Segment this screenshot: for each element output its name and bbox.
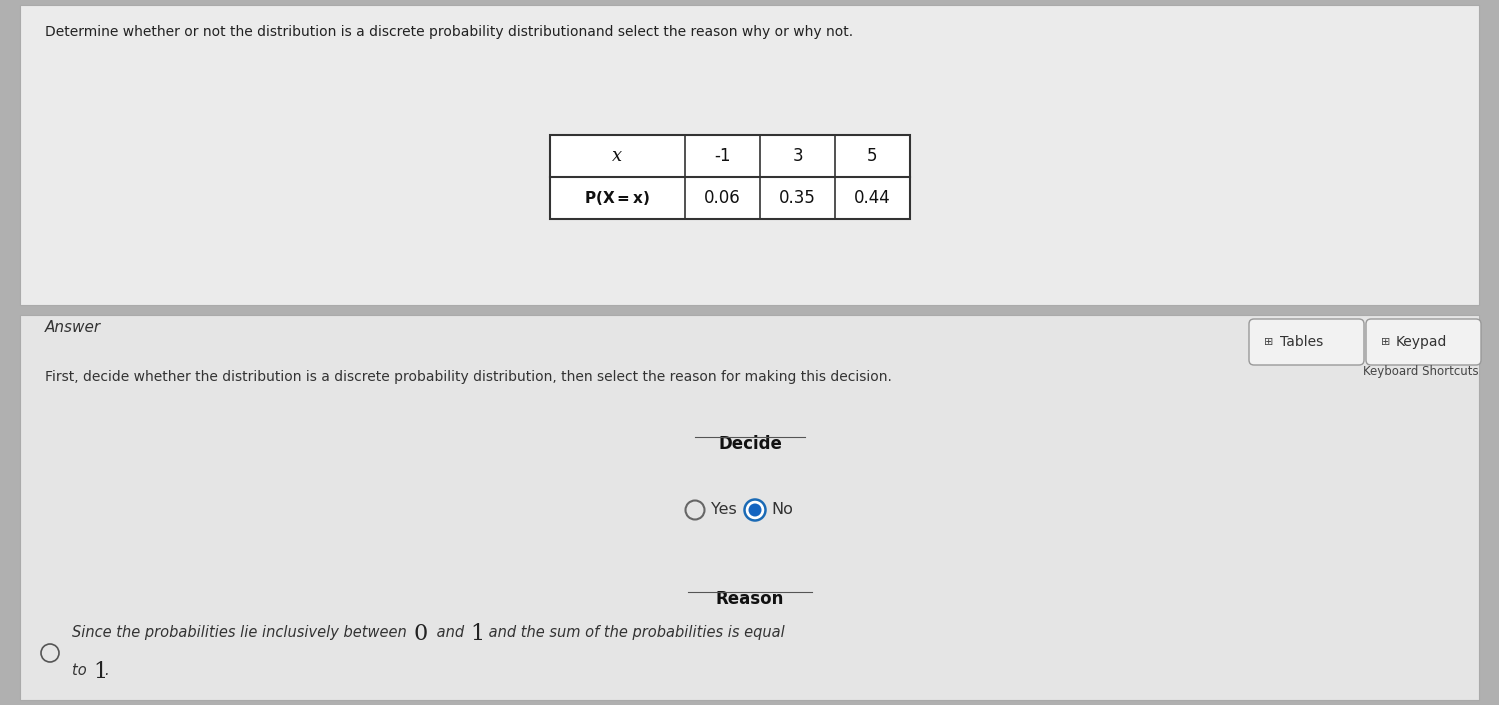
Text: Keyboard Shortcuts: Keyboard Shortcuts [1363, 365, 1480, 378]
Text: to: to [72, 663, 91, 678]
Text: No: No [770, 503, 793, 517]
Circle shape [40, 644, 58, 662]
Text: Reason: Reason [717, 590, 784, 608]
Text: 1: 1 [93, 661, 106, 683]
Bar [550, 135, 910, 219]
Text: -1: -1 [714, 147, 730, 165]
Text: $\mathbf{P(X=x)}$: $\mathbf{P(X=x)}$ [585, 189, 651, 207]
Text: Tables: Tables [1280, 335, 1324, 349]
Text: Determine whether or not the distribution is a discrete probability distribution: Determine whether or not the distributio… [45, 25, 853, 39]
Text: .: . [103, 663, 108, 678]
Bar [19, 5, 1480, 305]
Text: 5: 5 [868, 147, 878, 165]
Text: x: x [613, 147, 622, 165]
Circle shape [745, 500, 766, 520]
Text: Keypad: Keypad [1396, 335, 1447, 349]
Text: Decide: Decide [718, 435, 782, 453]
FancyBboxPatch shape [1249, 319, 1364, 365]
Text: ⊞: ⊞ [1381, 337, 1391, 347]
Text: Yes: Yes [711, 503, 736, 517]
FancyBboxPatch shape [1366, 319, 1481, 365]
Circle shape [685, 501, 705, 520]
Text: 1: 1 [471, 623, 484, 645]
Text: ⊞: ⊞ [1264, 337, 1273, 347]
Text: 0: 0 [414, 623, 429, 645]
Text: 0.06: 0.06 [705, 189, 741, 207]
Text: First, decide whether the distribution is a discrete probability distribution, t: First, decide whether the distribution i… [45, 370, 892, 384]
Text: Since the probabilities lie inclusively between: Since the probabilities lie inclusively … [72, 625, 411, 640]
Text: Answer: Answer [45, 320, 100, 335]
Text: and: and [432, 625, 469, 640]
Text: 3: 3 [791, 147, 803, 165]
Bar [19, 315, 1480, 700]
Text: 0.35: 0.35 [779, 189, 815, 207]
Text: 0.44: 0.44 [854, 189, 890, 207]
Text: and the sum of the probabilities is equal: and the sum of the probabilities is equa… [484, 625, 785, 640]
Circle shape [748, 503, 761, 517]
